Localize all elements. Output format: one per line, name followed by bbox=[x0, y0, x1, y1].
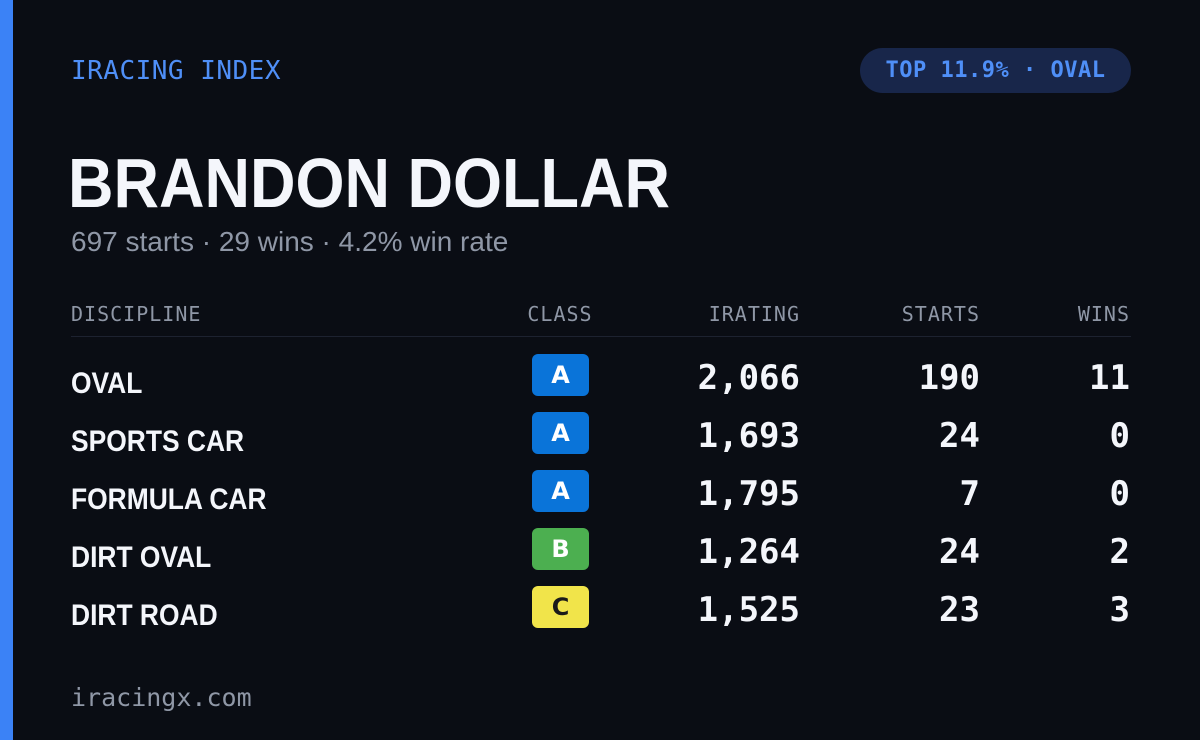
starts-value: 7 bbox=[959, 474, 980, 514]
wins-value: 3 bbox=[1109, 590, 1130, 630]
class-badge: A bbox=[532, 470, 589, 512]
table-row: DIRT ROAD C 1,525 23 3 bbox=[0, 582, 1200, 640]
class-badge: C bbox=[532, 586, 589, 628]
irating-value: 1,795 bbox=[697, 474, 800, 514]
wins-value: 11 bbox=[1089, 358, 1130, 398]
class-badge: B bbox=[532, 528, 589, 570]
wins-value: 2 bbox=[1109, 532, 1130, 572]
starts-value: 24 bbox=[939, 532, 980, 572]
discipline-name: OVAL bbox=[71, 367, 143, 400]
irating-value: 1,525 bbox=[697, 590, 800, 630]
driver-summary: 697 starts · 29 wins · 4.2% win rate bbox=[71, 226, 509, 257]
table-row: DIRT OVAL B 1,264 24 2 bbox=[0, 524, 1200, 582]
starts-value: 190 bbox=[918, 358, 980, 398]
footer-domain: iracingx.com bbox=[71, 683, 252, 712]
header-starts: STARTS bbox=[901, 302, 980, 326]
table-row: FORMULA CAR A 1,795 7 0 bbox=[0, 466, 1200, 524]
discipline-name: SPORTS CAR bbox=[71, 425, 245, 458]
class-badge: A bbox=[532, 412, 589, 454]
starts-value: 24 bbox=[939, 416, 980, 456]
header-discipline: DISCIPLINE bbox=[71, 302, 202, 326]
header-divider bbox=[71, 336, 1131, 337]
header-wins: WINS bbox=[1077, 302, 1130, 326]
discipline-name: DIRT ROAD bbox=[71, 599, 218, 632]
irating-value: 2,066 bbox=[697, 358, 800, 398]
irating-value: 1,264 bbox=[697, 532, 800, 572]
table-row: OVAL A 2,066 190 11 bbox=[0, 350, 1200, 408]
wins-value: 0 bbox=[1109, 474, 1130, 514]
header-irating: IRATING bbox=[708, 302, 800, 326]
class-badge: A bbox=[532, 354, 589, 396]
discipline-name: FORMULA CAR bbox=[71, 483, 267, 516]
header-class: CLASS bbox=[527, 302, 593, 326]
accent-bar bbox=[0, 0, 13, 740]
brand-title: IRACING INDEX bbox=[71, 56, 281, 86]
irating-value: 1,693 bbox=[697, 416, 800, 456]
starts-value: 23 bbox=[939, 590, 980, 630]
driver-name: BRANDON DOLLAR bbox=[68, 144, 670, 222]
table-row: SPORTS CAR A 1,693 24 0 bbox=[0, 408, 1200, 466]
discipline-table: OVAL A 2,066 190 11 SPORTS CAR A 1,693 2… bbox=[0, 350, 1200, 640]
wins-value: 0 bbox=[1109, 416, 1130, 456]
discipline-name: DIRT OVAL bbox=[71, 541, 212, 574]
rank-badge: TOP 11.9% · OVAL bbox=[860, 48, 1131, 93]
